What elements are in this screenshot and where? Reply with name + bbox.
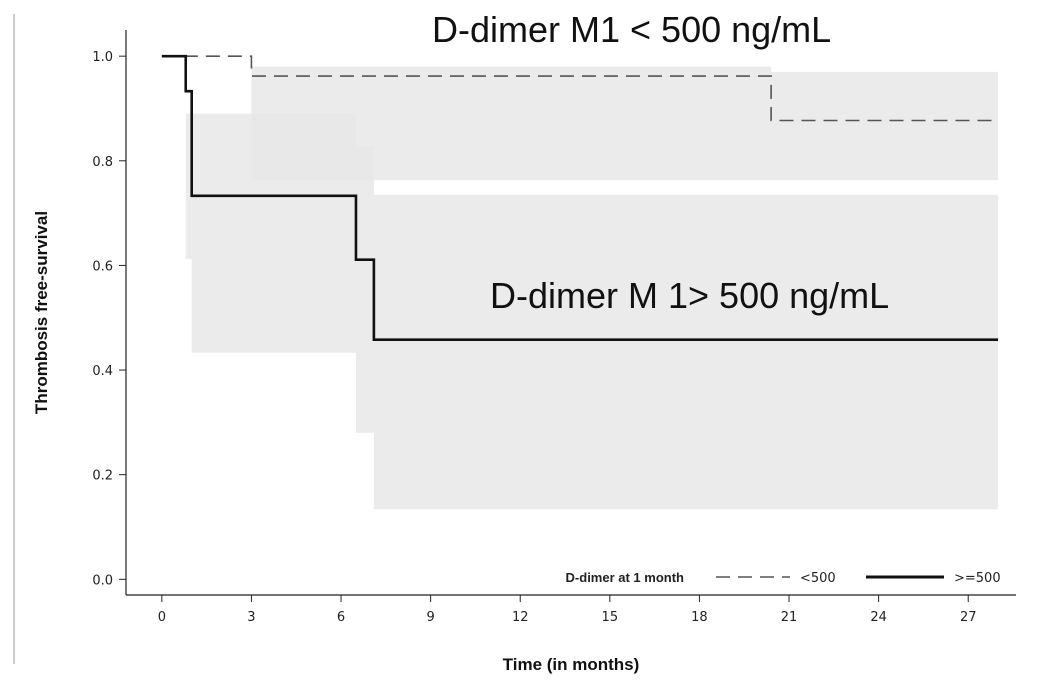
x-tick-label-1: 3 — [247, 610, 255, 625]
ci-band-high-1 — [191, 113, 356, 353]
x-tick-label-8: 24 — [870, 610, 887, 625]
ci-band-high-0 — [185, 113, 192, 260]
x-tick-label-5: 15 — [602, 610, 619, 625]
confidence-bands — [185, 66, 999, 510]
ci-band-high-2 — [355, 146, 374, 433]
x-tick-label-0: 0 — [158, 610, 166, 625]
y-tick-label-5: 1.0 — [92, 50, 113, 65]
y-tick-label-4: 0.8 — [92, 155, 113, 170]
y-tick-label-3: 0.6 — [92, 259, 113, 274]
legend: D-dimer at 1 month <500 >=500 — [566, 570, 1001, 586]
x-tick-label-2: 6 — [337, 610, 345, 625]
ci-band-low-1 — [771, 71, 999, 181]
x-tick-label-6: 18 — [691, 610, 708, 625]
survival-curve-high — [161, 54, 999, 342]
legend-label-low: <500 — [800, 571, 836, 586]
x-tick-label-3: 9 — [426, 610, 434, 625]
y-tick-label-0: 0.0 — [92, 573, 113, 588]
legend-title: D-dimer at 1 month — [566, 570, 685, 585]
x-tick-label-7: 21 — [781, 610, 798, 625]
x-tick-label-4: 12 — [512, 610, 529, 625]
legend-label-high: >=500 — [954, 571, 1001, 586]
y-tick-label-2: 0.4 — [92, 364, 113, 379]
annotation-low-ddimer: D-dimer M1 < 500 ng/mL — [432, 9, 831, 50]
ci-band-high-3 — [373, 194, 999, 510]
y-tick-label-1: 0.2 — [92, 469, 113, 484]
x-tick-label-9: 27 — [960, 610, 977, 625]
axes: 0 3 6 9 12 15 18 21 24 27 0.0 0.2 0.4 0.6 0.8 1.0 — [13, 14, 1016, 664]
y-axis-title: Thrombosis free-survival — [32, 211, 51, 414]
annotation-high-ddimer: D-dimer M 1> 500 ng/mL — [490, 275, 889, 316]
survival-curve-low — [161, 55, 999, 122]
x-axis-title: Time (in months) — [503, 655, 640, 674]
survival-curves — [161, 54, 999, 342]
